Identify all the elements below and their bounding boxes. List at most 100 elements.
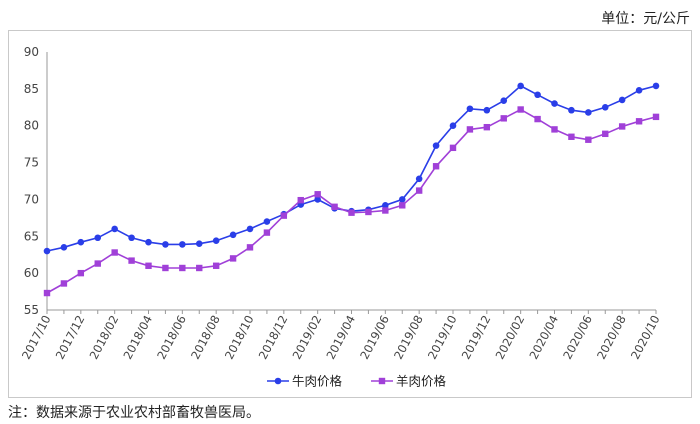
data-point bbox=[331, 203, 338, 210]
data-point bbox=[145, 262, 152, 269]
x-tick-label: 2017/10 bbox=[19, 313, 54, 362]
y-tick-label: 75 bbox=[24, 156, 39, 170]
data-point bbox=[635, 87, 643, 94]
data-point bbox=[128, 257, 135, 264]
data-point bbox=[602, 130, 609, 138]
series-line bbox=[46, 84, 657, 252]
series-2 bbox=[43, 106, 660, 297]
data-point bbox=[43, 289, 51, 297]
data-point bbox=[618, 123, 626, 130]
data-point bbox=[297, 196, 304, 204]
data-point bbox=[60, 280, 68, 287]
data-point bbox=[500, 97, 508, 104]
y-tick-label: 85 bbox=[24, 82, 39, 96]
data-point bbox=[551, 100, 558, 107]
data-point bbox=[415, 187, 423, 194]
y-tick-label: 55 bbox=[24, 303, 39, 317]
data-point bbox=[517, 82, 524, 90]
data-point bbox=[94, 234, 102, 242]
data-point bbox=[77, 238, 85, 246]
legend: 牛肉价格 羊肉价格 bbox=[267, 374, 447, 389]
data-point bbox=[652, 113, 660, 121]
x-tick-label: 2019/12 bbox=[459, 313, 494, 362]
x-tick-label: 2018/12 bbox=[256, 313, 291, 362]
x-tick-label: 2019/10 bbox=[425, 313, 460, 362]
data-point bbox=[60, 244, 68, 251]
data-point bbox=[534, 91, 541, 99]
data-point bbox=[517, 106, 524, 113]
series-1 bbox=[43, 82, 660, 255]
chart-frame: 55 60 65 70 75 80 85 90 2017/10 2017/12 2018/02 201… bbox=[8, 30, 692, 398]
y-tick-label: 90 bbox=[24, 45, 39, 59]
data-point bbox=[179, 264, 186, 272]
legend-label: 牛肉价格 bbox=[292, 374, 343, 389]
x-tick-label: 2020/04 bbox=[526, 313, 561, 362]
data-point bbox=[314, 191, 321, 198]
data-point bbox=[432, 163, 440, 170]
data-point bbox=[196, 264, 203, 272]
data-point bbox=[314, 196, 321, 203]
y-tick-label: 65 bbox=[24, 229, 39, 243]
source-note: 注：数据来源于农业农村部畜牧兽医局。 bbox=[8, 405, 260, 421]
data-point bbox=[365, 208, 372, 216]
data-point bbox=[466, 105, 474, 113]
x-tick-label: 2019/02 bbox=[290, 313, 325, 362]
data-point bbox=[162, 264, 169, 272]
data-point bbox=[111, 249, 118, 256]
data-point bbox=[534, 115, 541, 123]
data-point bbox=[652, 82, 660, 90]
data-point bbox=[635, 118, 643, 125]
x-tick-label: 2018/02 bbox=[87, 313, 122, 362]
x-tick-label: 2020/02 bbox=[493, 313, 528, 362]
data-point bbox=[179, 241, 186, 248]
y-tick-label: 70 bbox=[24, 192, 39, 206]
data-point bbox=[145, 238, 152, 246]
data-point bbox=[601, 103, 609, 111]
data-point bbox=[432, 142, 440, 149]
data-point bbox=[483, 123, 491, 131]
data-point bbox=[246, 225, 254, 233]
data-point bbox=[246, 244, 254, 251]
data-point bbox=[568, 106, 575, 114]
x-tick-label: 2020/10 bbox=[628, 313, 663, 362]
x-tick-label: 2020/08 bbox=[594, 313, 629, 362]
data-point bbox=[398, 196, 406, 203]
data-point bbox=[618, 96, 626, 104]
x-tick-label: 2018/06 bbox=[154, 313, 189, 362]
y-tick-label: 60 bbox=[24, 266, 39, 280]
data-point bbox=[466, 126, 474, 133]
x-tick-label: 2020/06 bbox=[560, 313, 595, 362]
data-point bbox=[77, 269, 85, 277]
data-point bbox=[212, 237, 220, 245]
legend-item: 牛肉价格 bbox=[267, 374, 343, 389]
series-line bbox=[46, 108, 657, 294]
data-point bbox=[500, 115, 507, 122]
x-tick-label: 2018/10 bbox=[222, 313, 257, 362]
x-tick-label: 2017/12 bbox=[53, 313, 88, 362]
data-point bbox=[128, 234, 135, 242]
data-point bbox=[263, 218, 271, 225]
data-point bbox=[399, 202, 406, 209]
legend-label: 羊肉价格 bbox=[396, 374, 447, 389]
data-point bbox=[551, 126, 558, 133]
data-point bbox=[94, 260, 101, 267]
data-point bbox=[449, 144, 457, 152]
data-point bbox=[111, 225, 118, 233]
data-point bbox=[568, 133, 575, 140]
x-tick-label: 2019/08 bbox=[391, 313, 426, 362]
data-point bbox=[585, 109, 592, 116]
x-tick-label: 2018/08 bbox=[188, 313, 223, 362]
data-point bbox=[280, 212, 288, 219]
x-tick-label: 2018/04 bbox=[120, 313, 155, 362]
legend-swatch-marker bbox=[274, 377, 282, 385]
y-tick-label: 80 bbox=[24, 119, 39, 133]
x-tick-label: 2019/06 bbox=[357, 313, 392, 362]
data-point bbox=[162, 241, 169, 248]
data-point bbox=[212, 262, 220, 269]
data-point bbox=[348, 209, 355, 216]
x-tick-label: 2019/04 bbox=[323, 313, 358, 362]
data-point bbox=[263, 229, 271, 236]
data-point bbox=[195, 240, 203, 247]
data-point bbox=[483, 106, 491, 114]
